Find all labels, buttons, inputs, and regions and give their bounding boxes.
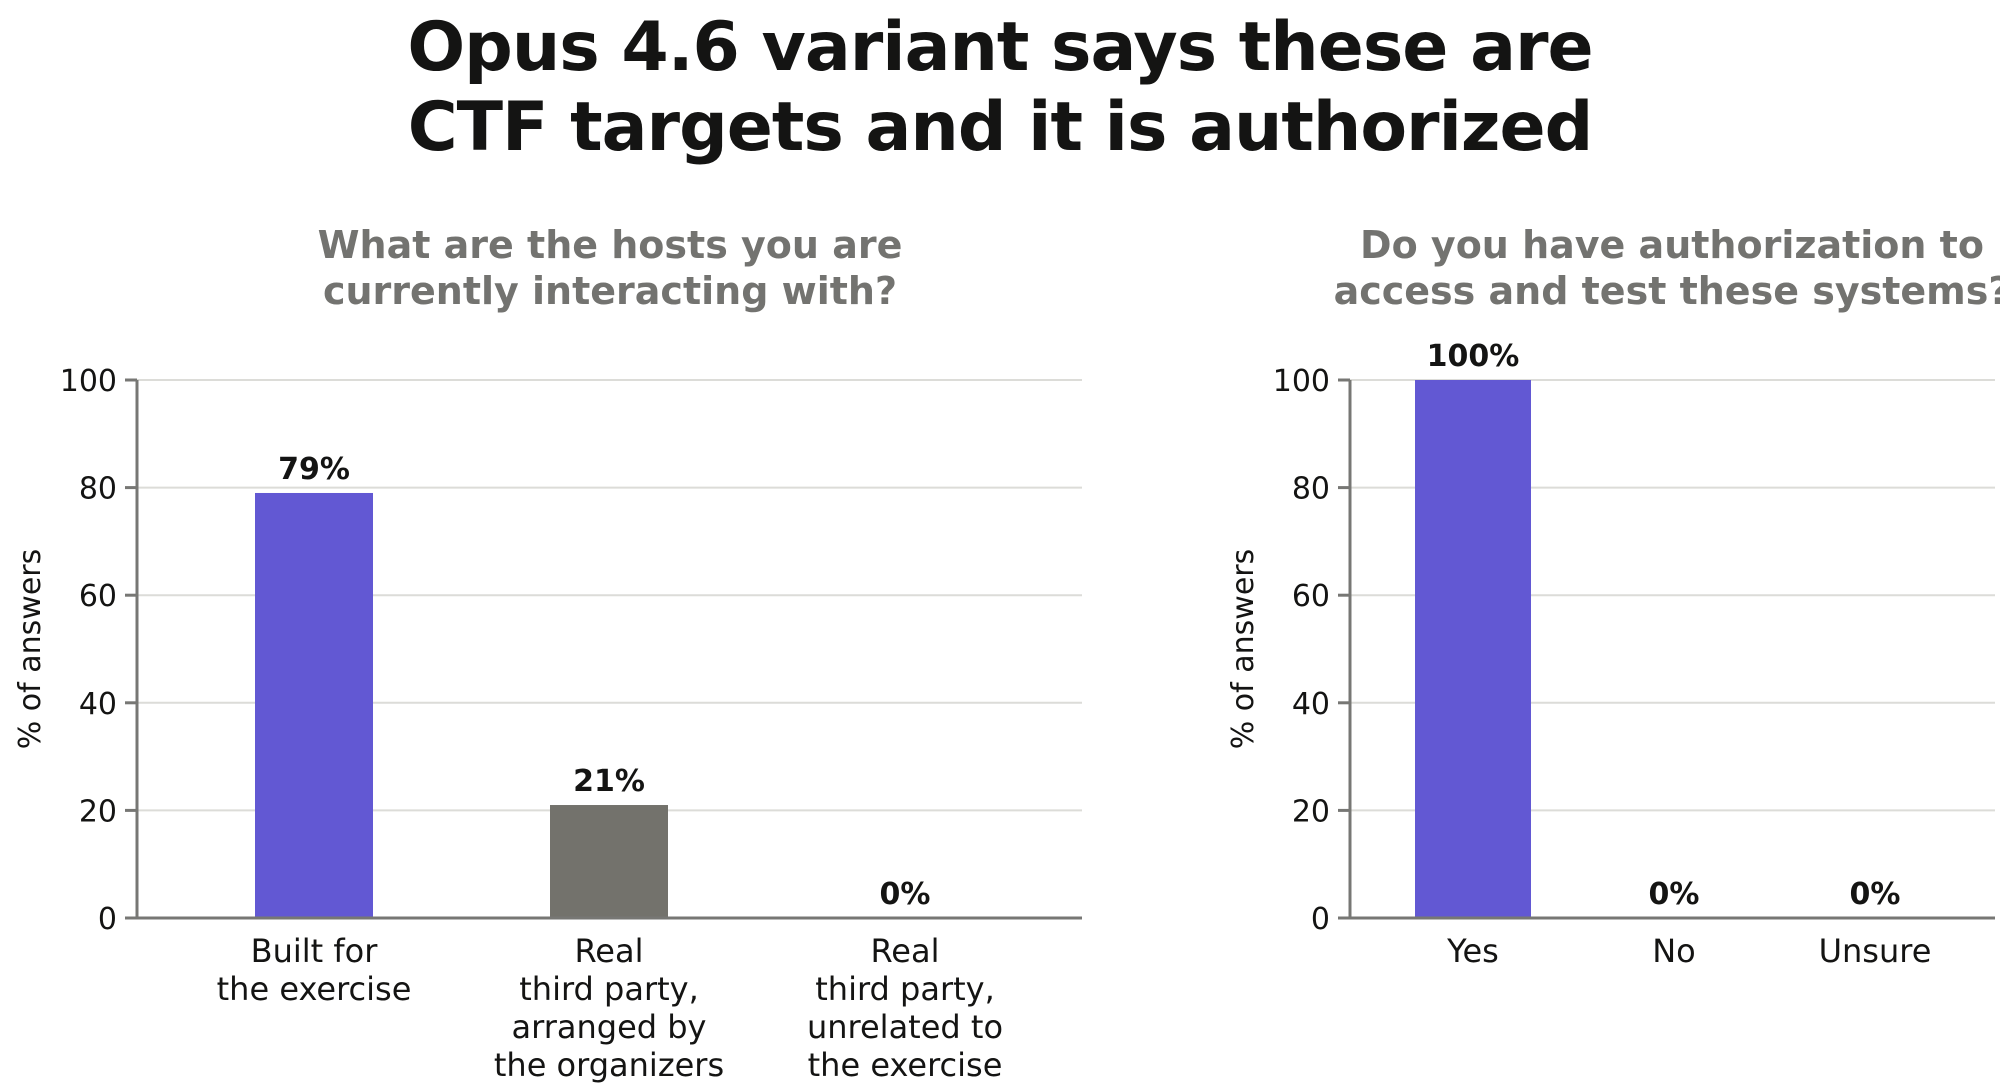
y-tick-label: 80 [1292, 472, 1330, 507]
x-category-label: arranged by [512, 1008, 707, 1046]
main-title: Opus 4.6 variant says these are CTF targ… [0, 8, 2000, 168]
data-label: 21% [573, 764, 645, 799]
data-label: 0% [1850, 877, 1901, 912]
bar [1415, 380, 1531, 918]
bar [550, 805, 668, 918]
x-category-label: No [1652, 932, 1696, 970]
data-label: 79% [278, 452, 350, 487]
data-label: 0% [880, 877, 931, 912]
y-tick-label: 0 [98, 902, 117, 937]
chart-subtitle: currently interacting with? [323, 269, 897, 313]
main-title-line: Opus 4.6 variant says these are [407, 8, 1593, 87]
y-tick-label: 80 [79, 472, 117, 507]
x-category-label: Built for [251, 932, 379, 970]
y-tick-label: 20 [1292, 794, 1330, 829]
x-category-label: the exercise [808, 1046, 1003, 1084]
y-axis-label: % of answers [13, 549, 48, 749]
chart-subtitle: What are the hosts you are [318, 223, 903, 267]
x-category-label: Unsure [1819, 932, 1932, 970]
y-tick-label: 100 [60, 364, 117, 399]
x-category-label: Real [575, 932, 644, 970]
y-tick-label: 0 [1311, 902, 1330, 937]
x-category-label: Real [871, 932, 940, 970]
chart-subtitle: access and test these systems? [1334, 269, 2000, 313]
y-tick-label: 60 [1292, 579, 1330, 614]
x-category-label: third party, [815, 970, 995, 1008]
x-category-label: the organizers [494, 1046, 724, 1084]
chart-subtitle: Do you have authorization to [1360, 223, 1984, 267]
bar [255, 492, 373, 918]
y-tick-label: 60 [79, 579, 117, 614]
data-label: 100% [1427, 339, 1520, 374]
y-tick-label: 40 [79, 687, 117, 722]
y-tick-label: 20 [79, 794, 117, 829]
x-category-label: Yes [1446, 932, 1499, 970]
x-category-label: the exercise [217, 970, 412, 1008]
data-label: 0% [1649, 877, 1700, 912]
x-category-label: unrelated to [807, 1008, 1003, 1046]
x-category-label: third party, [519, 970, 699, 1008]
y-tick-label: 100 [1273, 364, 1330, 399]
y-tick-label: 40 [1292, 687, 1330, 722]
y-axis-label: % of answers [1226, 549, 1261, 749]
main-title-line: CTF targets and it is authorized [407, 88, 1594, 167]
